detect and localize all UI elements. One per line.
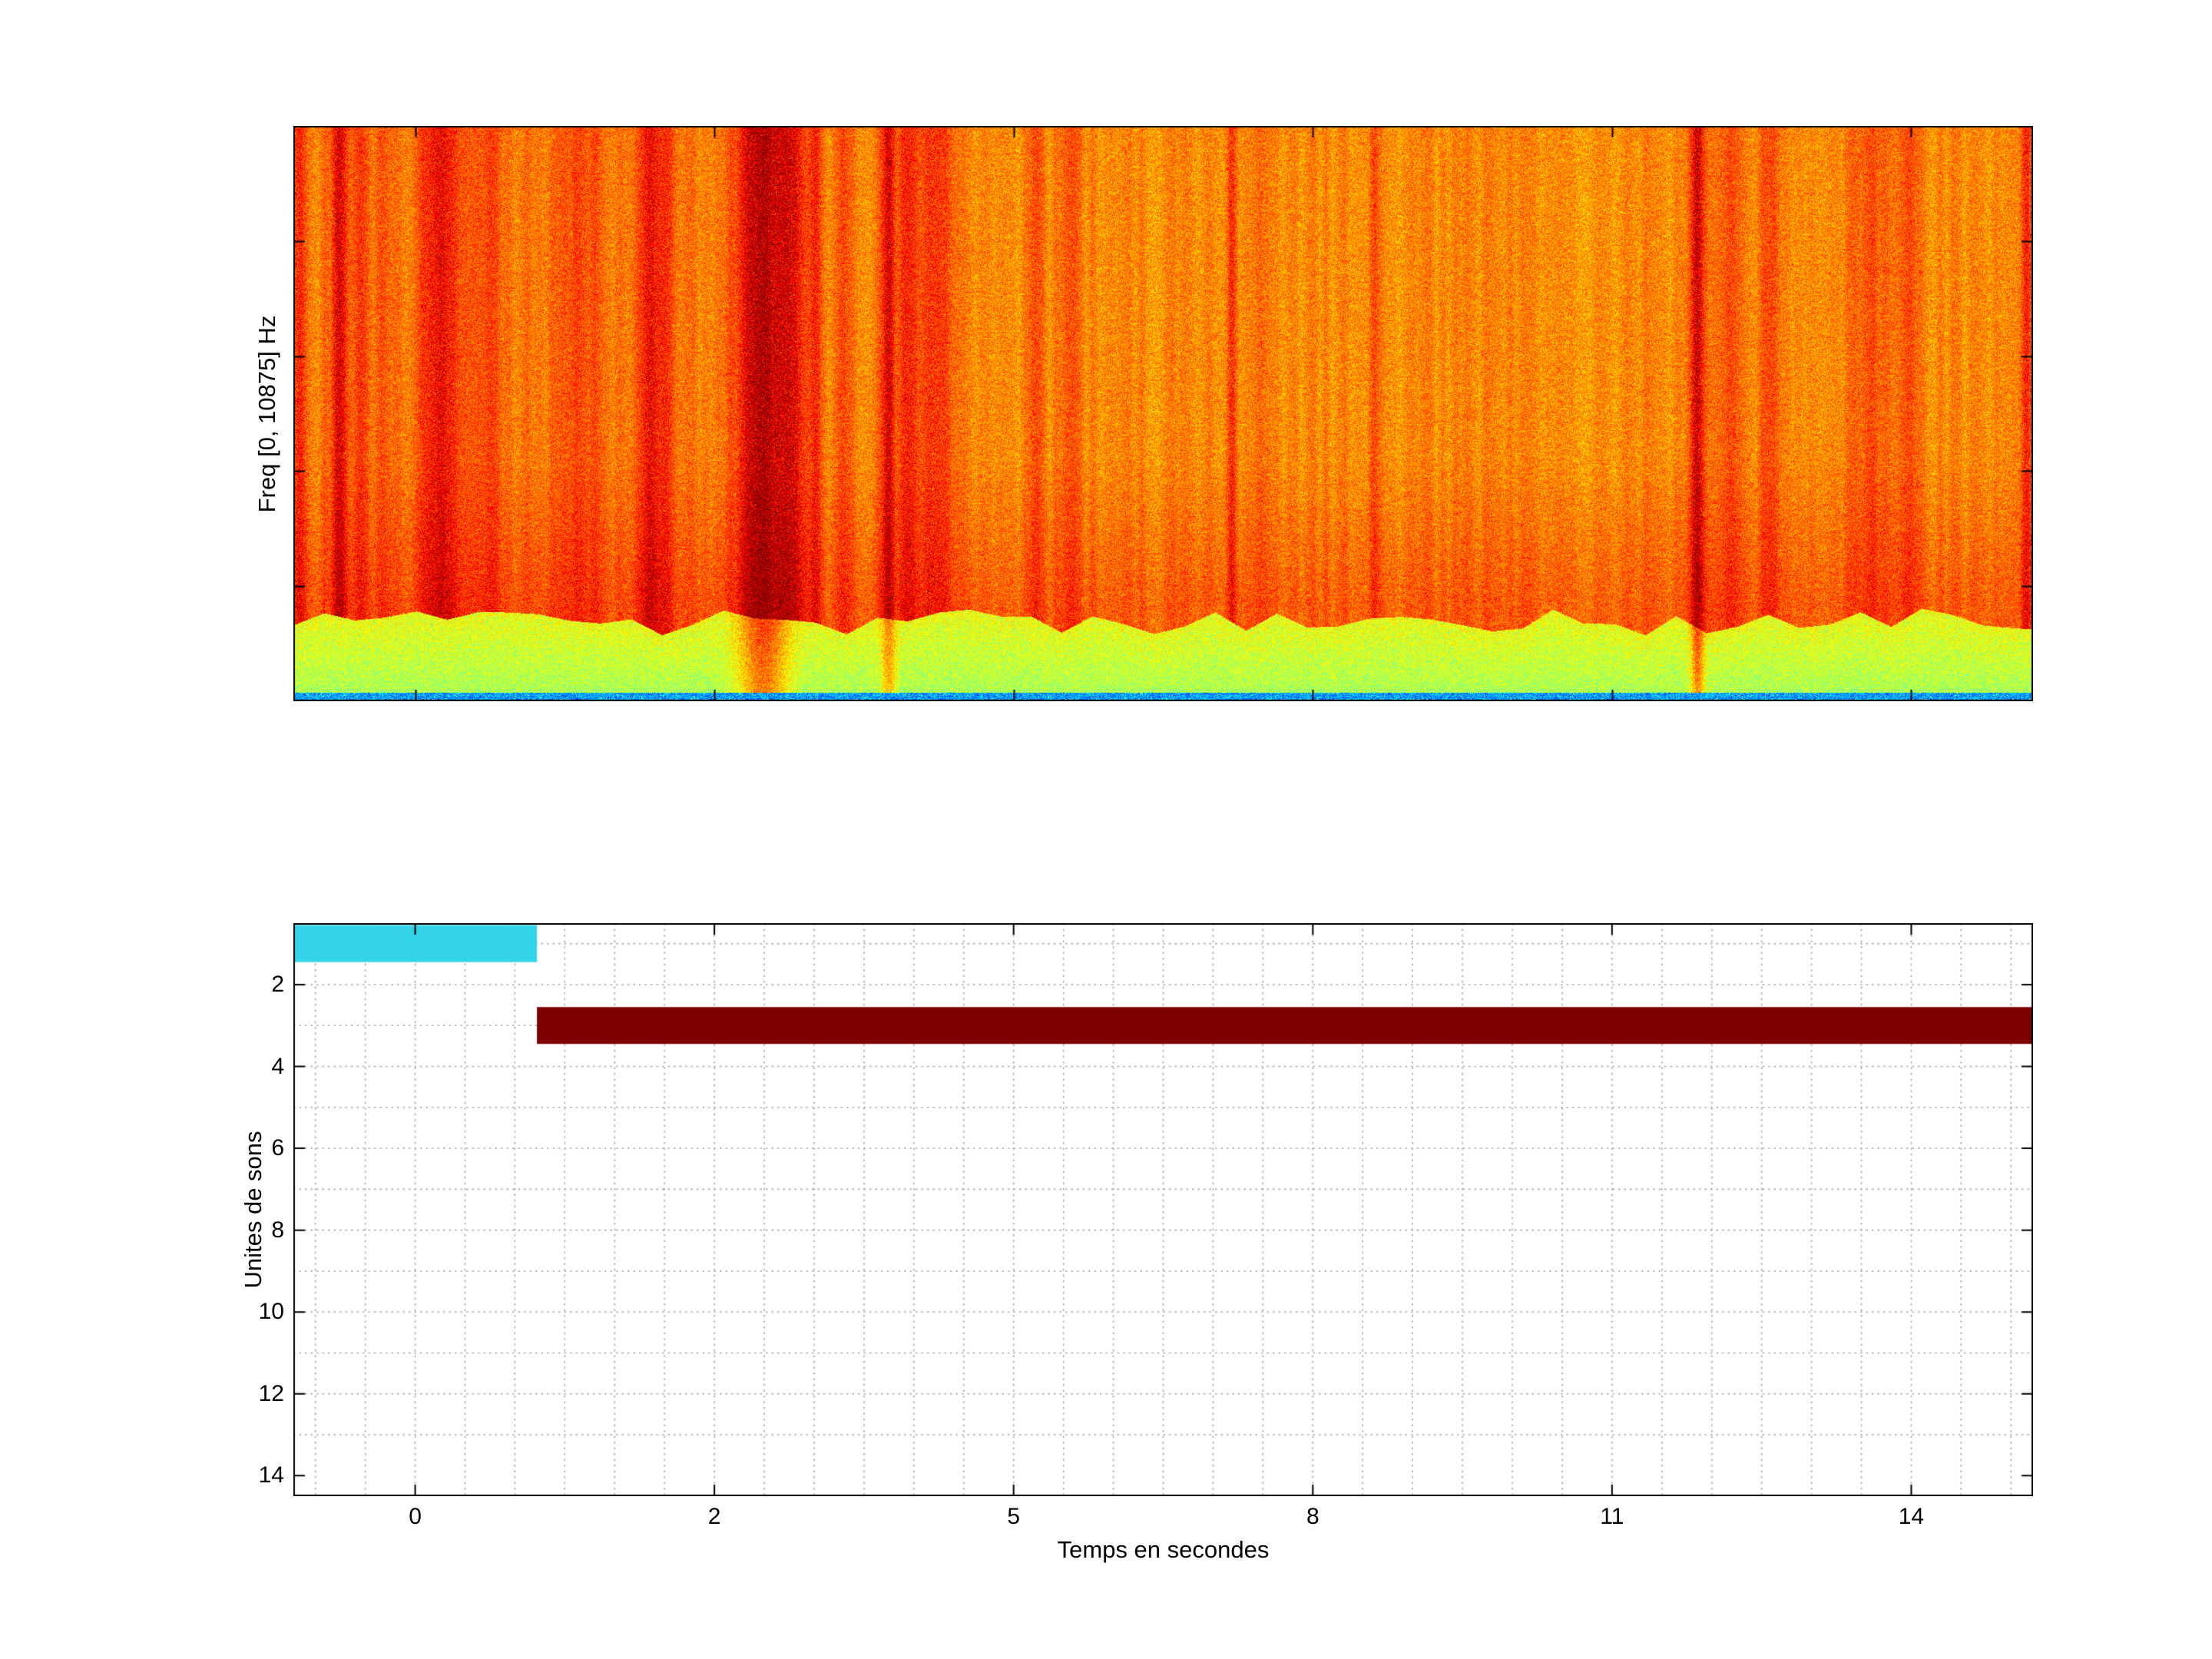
y-tick-label: 4 xyxy=(271,1053,284,1079)
x-tick-label: 5 xyxy=(1007,1504,1021,1529)
spectrogram-ylabel: Freq [0, 10875] Hz xyxy=(253,315,280,512)
units-chart-canvas xyxy=(293,923,2033,1496)
x-tick-label: 2 xyxy=(707,1504,721,1529)
y-tick-label: 14 xyxy=(258,1462,284,1488)
y-tick-label: 8 xyxy=(271,1217,284,1243)
spectrogram-canvas xyxy=(293,126,2033,701)
x-tick-label: 0 xyxy=(409,1504,422,1529)
units-xlabel: Temps en secondes xyxy=(1057,1536,1270,1563)
spectrogram-plot: Freq [0, 10875] Hz xyxy=(253,126,2033,701)
x-tick-label: 14 xyxy=(1898,1504,1925,1529)
y-tick-label: 10 xyxy=(258,1299,284,1325)
y-tick-label: 2 xyxy=(271,971,284,997)
units-plot: Unites de sons Temps en secondes 0 2 5 8 11 1… xyxy=(240,923,2033,1563)
y-tick-label: 6 xyxy=(271,1135,284,1161)
x-tick-label: 8 xyxy=(1306,1504,1320,1529)
y-tick-label: 12 xyxy=(258,1380,284,1406)
x-tick-label: 11 xyxy=(1600,1504,1624,1529)
